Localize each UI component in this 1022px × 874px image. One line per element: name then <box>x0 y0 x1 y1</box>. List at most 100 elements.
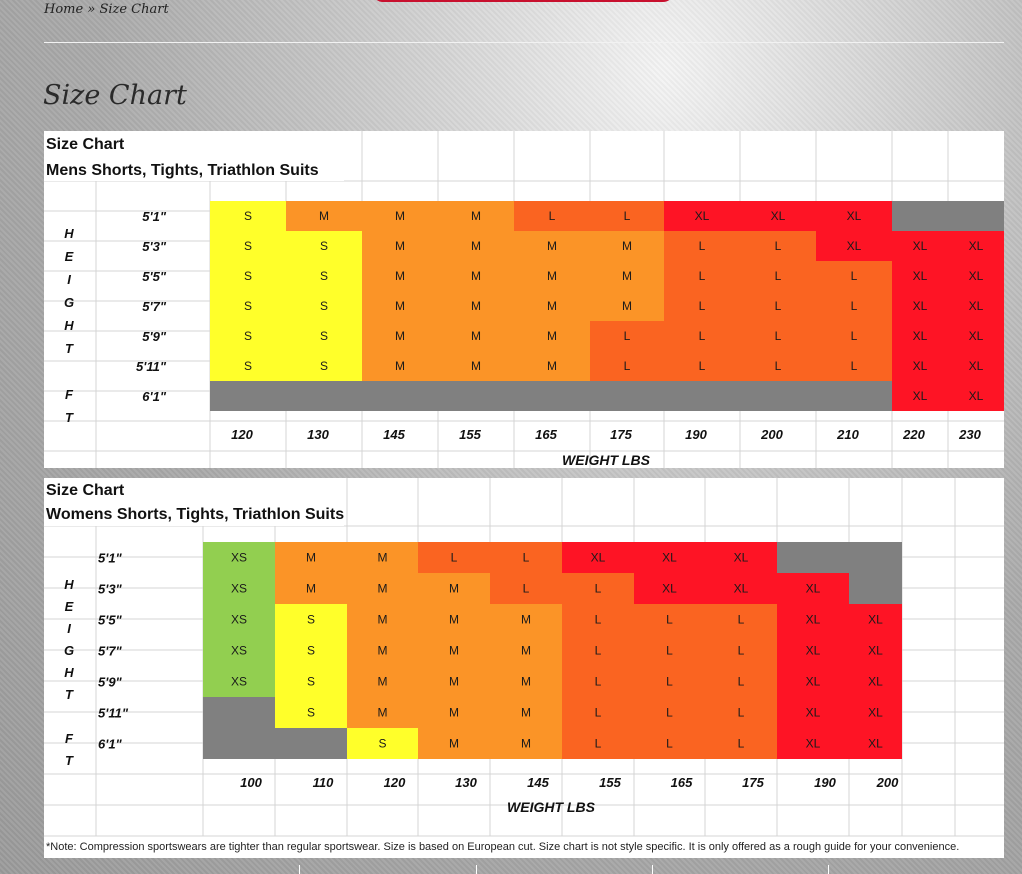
size-cell-label: XS <box>231 582 247 596</box>
chart-title: Size Chart <box>46 482 125 499</box>
size-cell-label: XL <box>662 582 677 596</box>
size-cell-label: L <box>738 706 745 720</box>
axis-letter: I <box>67 272 71 287</box>
footer-column-ticks <box>0 862 1022 874</box>
size-cell-label: L <box>851 329 858 343</box>
size-cell <box>418 604 490 635</box>
size-cell <box>590 231 664 261</box>
height-label: 5'1" <box>142 209 167 224</box>
size-cell-label: M <box>547 299 557 313</box>
weight-label: 120 <box>384 775 406 790</box>
size-cell-label: XS <box>231 644 247 658</box>
size-cell <box>286 351 362 381</box>
weight-axis-title: WEIGHT LBS <box>507 799 596 815</box>
size-cell <box>286 201 362 231</box>
size-cell <box>514 321 590 351</box>
size-cell <box>203 635 275 666</box>
size-cell <box>362 291 438 321</box>
size-cell-label: M <box>378 706 388 720</box>
size-cell-label: XL <box>913 389 928 403</box>
axis-letter: E <box>65 599 74 614</box>
axis-letter: I <box>67 621 71 636</box>
breadcrumb: Home » Size Chart <box>44 2 169 17</box>
size-cell <box>705 542 777 573</box>
size-cell <box>777 666 849 697</box>
height-label: 5'5" <box>142 269 167 284</box>
size-cell <box>418 573 490 604</box>
size-cell-label: S <box>307 613 315 627</box>
height-label: 6'1" <box>142 389 167 404</box>
size-cell-label: XL <box>913 269 928 283</box>
size-cell <box>362 351 438 381</box>
size-cell-label: XL <box>969 239 984 253</box>
size-cell-label: M <box>306 582 316 596</box>
size-cell <box>948 201 1004 231</box>
size-cell <box>777 728 849 759</box>
size-cell <box>634 728 705 759</box>
breadcrumb-home-link[interactable]: Home <box>44 2 84 17</box>
size-cell <box>816 261 892 291</box>
size-cell <box>562 542 634 573</box>
size-cell-label: XL <box>969 299 984 313</box>
size-cell <box>664 291 740 321</box>
size-cell-label: S <box>307 644 315 658</box>
axis-letter: F <box>65 387 74 402</box>
size-cell-label: M <box>395 329 405 343</box>
weight-label: 175 <box>742 775 764 790</box>
size-cell-label: L <box>699 269 706 283</box>
chart-note: *Note: Compression sportswears are tight… <box>46 841 959 853</box>
size-cell <box>514 201 590 231</box>
size-cell <box>418 728 490 759</box>
size-cell <box>892 351 948 381</box>
size-cell <box>816 351 892 381</box>
size-cell <box>347 542 418 573</box>
size-cell-label: L <box>851 269 858 283</box>
size-cell <box>777 573 849 604</box>
size-cell-label: M <box>319 209 329 223</box>
size-cell <box>562 573 634 604</box>
size-cell <box>286 321 362 351</box>
size-cell <box>275 635 347 666</box>
size-cell <box>438 321 514 351</box>
size-cell <box>562 697 634 728</box>
size-cell-label: S <box>244 299 252 313</box>
size-cell <box>948 321 1004 351</box>
size-cell <box>849 635 902 666</box>
size-cell <box>634 666 705 697</box>
size-cell <box>490 542 562 573</box>
axis-letter: T <box>65 410 74 425</box>
size-cell-label: M <box>449 613 459 627</box>
size-cell <box>347 666 418 697</box>
size-cell <box>892 231 948 261</box>
size-cell <box>948 291 1004 321</box>
size-cell <box>286 381 362 411</box>
header-divider <box>44 42 1004 43</box>
header-search-pill[interactable] <box>372 0 674 2</box>
size-cell <box>705 635 777 666</box>
height-label: 5'9" <box>142 329 167 344</box>
size-cell <box>892 381 948 411</box>
size-cell-label: XL <box>868 613 883 627</box>
size-cell-label: M <box>622 269 632 283</box>
size-cell-label: XL <box>806 644 821 658</box>
size-cell <box>490 697 562 728</box>
size-cell-label: XL <box>913 359 928 373</box>
height-label: 5'3" <box>98 582 123 597</box>
weight-label: 165 <box>671 775 693 790</box>
size-cell <box>892 261 948 291</box>
size-cell <box>418 542 490 573</box>
size-cell-label: L <box>595 613 602 627</box>
height-label: 5'9" <box>98 675 123 690</box>
size-cell-label: XL <box>969 269 984 283</box>
size-cell <box>210 231 286 261</box>
size-cell-label: M <box>521 675 531 689</box>
size-cell <box>590 351 664 381</box>
size-cell-label: S <box>320 359 328 373</box>
size-cell <box>203 573 275 604</box>
size-cell <box>948 381 1004 411</box>
size-cell <box>777 542 849 573</box>
size-cell <box>740 381 816 411</box>
size-cell-label: L <box>624 329 631 343</box>
size-cell-label: L <box>775 269 782 283</box>
axis-letter: T <box>65 341 74 356</box>
